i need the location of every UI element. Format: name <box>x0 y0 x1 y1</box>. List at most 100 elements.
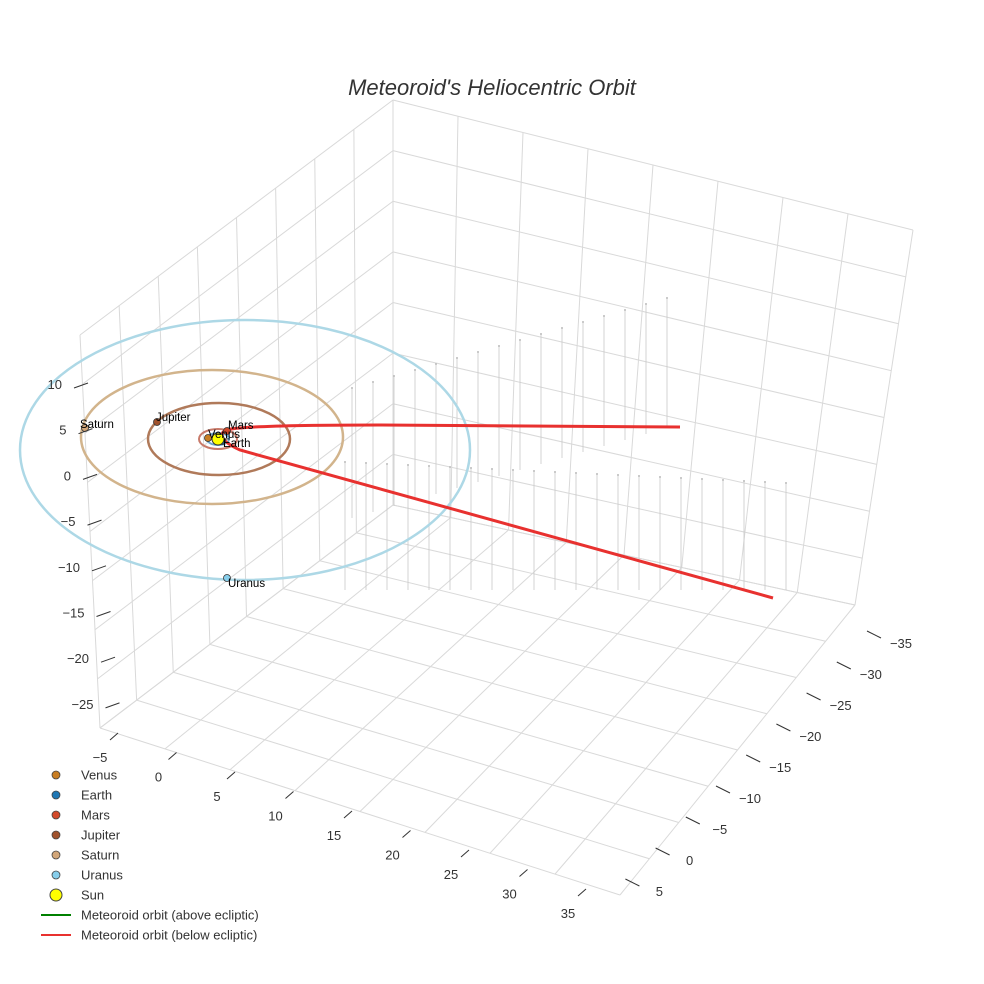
drop-dot <box>414 369 416 371</box>
meteoroid-orbit <box>220 423 774 600</box>
z-tick-mark <box>78 428 93 435</box>
drop-dot <box>624 309 626 311</box>
grid-line <box>353 129 357 533</box>
y-tick-label: −15 <box>769 760 791 775</box>
legend-label: Saturn <box>81 848 119 863</box>
drop-dot <box>603 315 605 317</box>
grid-line <box>392 150 906 278</box>
drop-dot <box>407 464 409 466</box>
x-tick-label: −5 <box>93 750 108 765</box>
legend-label: Uranus <box>81 868 123 883</box>
y-tick-label: 5 <box>656 884 663 899</box>
grid-line <box>209 643 709 787</box>
drop-dot <box>477 351 479 353</box>
z-tick-mark <box>96 611 111 617</box>
y-tick-mark <box>836 661 852 670</box>
grid-panes <box>79 99 914 896</box>
grid-line <box>392 302 885 418</box>
grid-line <box>246 616 738 751</box>
venus-marker <box>204 434 212 442</box>
drop-dot <box>540 333 542 335</box>
z-tick-label: −5 <box>61 514 76 529</box>
y-tick-label: −25 <box>830 698 852 713</box>
drop-dot <box>617 474 619 476</box>
x-tick-mark <box>460 849 470 858</box>
z-tick-label: 10 <box>48 377 62 392</box>
grid-line <box>275 188 284 589</box>
x-tick-mark <box>226 771 236 780</box>
x-tick-label: 0 <box>155 770 162 785</box>
y-tick-label: −35 <box>890 636 912 651</box>
z-tick-mark <box>82 473 98 480</box>
grid-line <box>392 352 877 465</box>
grid-line <box>356 532 826 642</box>
planet-orbits <box>18 318 472 582</box>
drop-dot <box>491 468 493 470</box>
drop-dot <box>722 479 724 481</box>
drop-dot <box>435 363 437 365</box>
y-tick-mark <box>745 754 761 763</box>
meteoroid-orbit-below <box>220 423 774 600</box>
legend-label: Meteoroid orbit (above ecliptic) <box>81 908 259 923</box>
legend-swatch <box>51 770 61 780</box>
x-tick-label: 35 <box>561 906 575 921</box>
z-tick-mark <box>105 702 120 709</box>
legend-label: Earth <box>81 788 112 803</box>
drop-dot <box>554 471 556 473</box>
x-tick-label: 5 <box>213 789 220 804</box>
venus-label: Venus <box>208 429 240 441</box>
uranus-marker <box>223 574 231 582</box>
drop-dot <box>680 477 682 479</box>
x-tick-mark <box>577 888 587 897</box>
saturn-orbit <box>79 368 345 506</box>
earth-label: Earth <box>223 438 251 450</box>
drop-dot <box>533 470 535 472</box>
legend-label: Jupiter <box>81 828 121 843</box>
drop-dot <box>428 465 430 467</box>
z-tick-label: −15 <box>62 606 84 621</box>
y-tick-mark <box>625 878 640 887</box>
drop-dot <box>638 475 640 477</box>
drop-dot <box>386 463 388 465</box>
grid-line <box>157 276 174 673</box>
z-tick-label: −10 <box>58 560 80 575</box>
x-tick-mark <box>402 830 411 838</box>
drop-dot <box>666 297 668 299</box>
y-tick-mark <box>866 630 882 639</box>
z-axis-ticks: 10 5 0 −5 −10 −15 −20 −25 <box>48 377 120 712</box>
drop-dot <box>512 469 514 471</box>
x-tick-mark <box>519 869 528 877</box>
x-tick-mark <box>168 752 177 760</box>
jupiter-orbit <box>146 401 292 477</box>
x-tick-label: 10 <box>268 809 282 824</box>
z-tick-label: −25 <box>71 697 93 712</box>
x-tick-label: 30 <box>502 887 516 902</box>
y-axis-ticks: −35 −30 −25 −20 −15 −10 −5 0 5 <box>625 630 912 899</box>
drop-dot <box>449 466 451 468</box>
z-tick-label: 0 <box>64 468 71 483</box>
drop-dot <box>701 478 703 480</box>
y-tick-label: −5 <box>712 822 727 837</box>
legend-swatch <box>51 790 61 800</box>
legend-label: Mars <box>81 808 110 823</box>
y-tick-mark <box>776 723 791 732</box>
drop-dot <box>393 375 395 377</box>
grid-line <box>392 504 856 606</box>
y-tick-mark <box>685 816 701 825</box>
y-tick-label: −30 <box>860 667 882 682</box>
x-tick-mark <box>343 810 353 819</box>
mars-orbit <box>198 428 238 450</box>
legend-swatch <box>51 830 61 840</box>
y-tick-label: −10 <box>739 791 761 806</box>
drop-dot <box>645 303 647 305</box>
grid-line <box>236 217 247 617</box>
grid-line <box>392 200 899 325</box>
drop-dot <box>659 476 661 478</box>
drop-dot <box>596 473 598 475</box>
drop-dot <box>372 381 374 383</box>
x-tick-label: 15 <box>327 828 341 843</box>
legend-label: Sun <box>81 888 104 903</box>
y-tick-mark <box>806 692 821 701</box>
